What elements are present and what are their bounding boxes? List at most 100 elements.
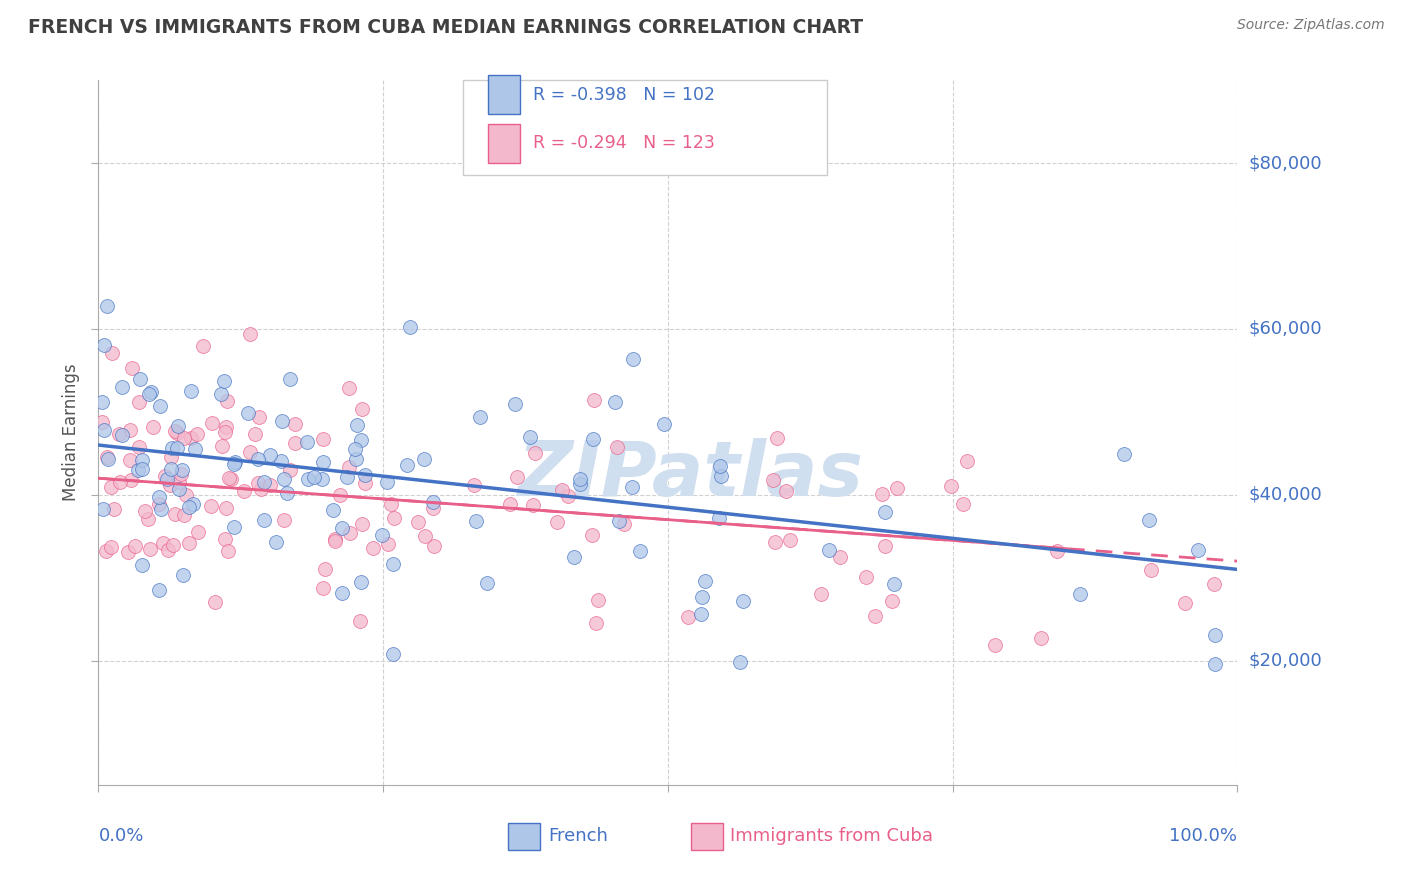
Point [323, 533, 346, 547]
Point [273, 513, 295, 527]
Point [253, 475, 276, 490]
Point [243, 427, 266, 442]
Point [111, 380, 134, 394]
Point [568, 477, 591, 491]
Point [121, 360, 143, 375]
Point [209, 387, 232, 401]
Point [238, 406, 260, 420]
Point [468, 409, 491, 424]
Point [350, 575, 373, 590]
Point [709, 459, 731, 474]
Point [1174, 595, 1197, 609]
Point [100, 540, 122, 554]
Point [200, 499, 222, 513]
Point [131, 462, 153, 476]
Point [117, 545, 139, 559]
Point [166, 426, 188, 441]
Point [423, 539, 446, 553]
Point [129, 372, 152, 386]
Point [180, 384, 202, 398]
Point [93, 423, 115, 437]
Point [731, 594, 754, 608]
Point [173, 432, 195, 446]
Point [191, 338, 214, 352]
Point [1069, 587, 1091, 601]
Point [142, 420, 165, 434]
Point [311, 472, 333, 486]
Point [505, 397, 527, 411]
Text: Source: ZipAtlas.com: Source: ZipAtlas.com [1237, 18, 1385, 32]
Point [763, 535, 786, 549]
Point [159, 477, 181, 491]
Point [157, 543, 180, 558]
Point [377, 537, 399, 551]
Point [350, 433, 373, 447]
Point [605, 394, 627, 409]
Point [557, 489, 579, 503]
Point [232, 483, 254, 498]
Point [413, 529, 436, 543]
Point [524, 446, 547, 460]
Point [464, 514, 486, 528]
Point [312, 581, 335, 595]
Text: $40,000: $40,000 [1249, 486, 1322, 504]
Point [280, 372, 302, 386]
Text: ZIPatlas: ZIPatlas [517, 438, 863, 512]
Point [180, 431, 202, 445]
Point [247, 475, 270, 490]
Point [179, 500, 201, 514]
Point [855, 570, 877, 584]
Point [621, 352, 644, 367]
Point [952, 497, 974, 511]
Point [184, 442, 207, 457]
Point [302, 469, 325, 483]
Text: $60,000: $60,000 [1249, 320, 1322, 338]
Point [131, 558, 153, 573]
Point [134, 504, 156, 518]
Point [605, 440, 627, 454]
Point [349, 614, 371, 628]
Point [273, 472, 295, 486]
Point [141, 385, 163, 400]
Point [865, 609, 887, 624]
Point [956, 454, 979, 468]
Point [886, 481, 908, 495]
Point [165, 425, 187, 439]
Point [100, 480, 122, 494]
Point [343, 442, 366, 456]
Point [883, 577, 905, 591]
Point [149, 400, 172, 414]
Point [314, 562, 336, 576]
Point [346, 451, 368, 466]
Point [346, 418, 368, 433]
Point [162, 441, 184, 455]
Point [828, 549, 851, 564]
Point [150, 502, 173, 516]
Point [166, 441, 188, 455]
Point [107, 426, 129, 441]
Point [214, 500, 236, 515]
Point [295, 434, 318, 449]
Point [91, 395, 114, 409]
Point [586, 593, 609, 607]
Point [1204, 628, 1226, 642]
Point [247, 410, 270, 425]
Point [170, 467, 193, 482]
Point [224, 455, 246, 469]
Point [170, 463, 193, 477]
Point [941, 478, 963, 492]
Point [97, 452, 120, 467]
Point [128, 395, 150, 409]
Point [101, 346, 124, 360]
Point [562, 549, 585, 564]
Point [108, 475, 131, 489]
Point [818, 543, 841, 558]
Point [582, 432, 605, 446]
Point [499, 498, 522, 512]
Point [155, 469, 177, 483]
Point [710, 469, 733, 483]
Point [613, 517, 636, 532]
Point [167, 475, 190, 489]
Point [695, 574, 717, 588]
Point [187, 525, 209, 540]
